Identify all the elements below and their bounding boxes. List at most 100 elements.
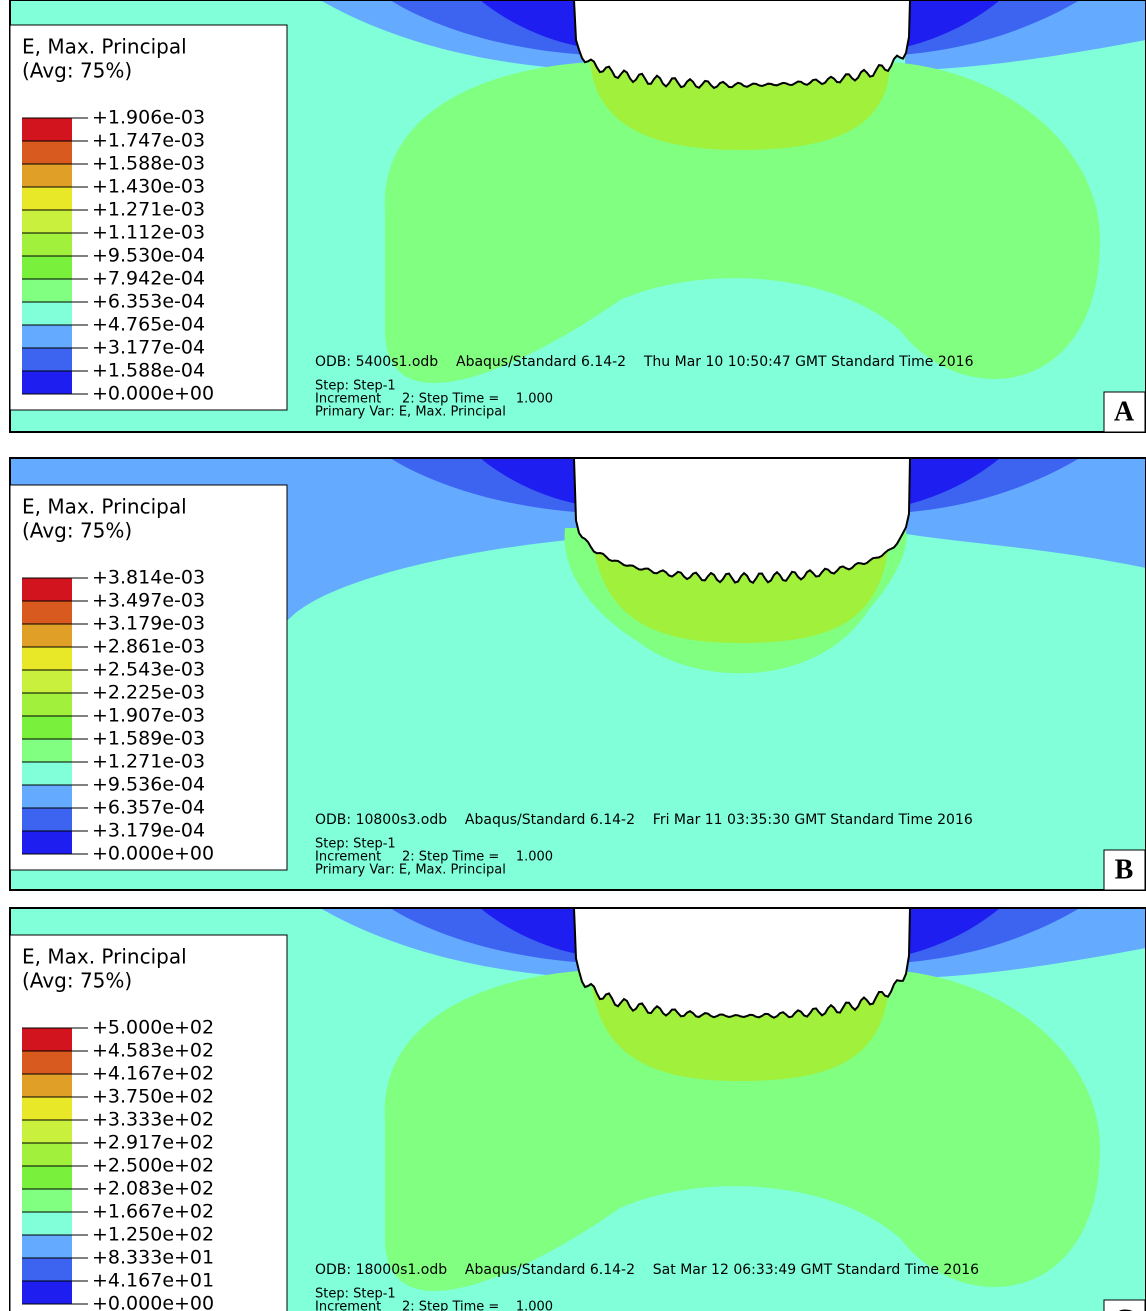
legend-label: +1.250e+02 xyxy=(92,1224,214,1246)
region-dark-blue xyxy=(480,908,1000,956)
legend-swatch xyxy=(22,1189,72,1212)
hole xyxy=(572,458,912,584)
panel: E, Max. Principal(Avg: 75%)+1.906e-03+1.… xyxy=(9,0,1146,433)
legend-label: +2.543e-03 xyxy=(92,659,205,681)
legend-swatch xyxy=(22,279,72,302)
legend-swatch xyxy=(22,325,72,348)
legend-label: +0.000e+00 xyxy=(92,383,214,405)
legend-swatch xyxy=(22,1051,72,1074)
legend-label: +6.353e-04 xyxy=(92,291,205,313)
legend-label: +1.588e-04 xyxy=(92,360,205,382)
panel-letter: A xyxy=(1114,396,1135,427)
legend-swatch xyxy=(22,256,72,279)
legend-label: +5.000e+02 xyxy=(92,1017,214,1039)
panel: E, Max. Principal(Avg: 75%)+3.814e-03+3.… xyxy=(9,457,1146,891)
legend-label: +3.179e-04 xyxy=(92,820,205,842)
increment-info: Increment 2: Step Time = 1.000 xyxy=(315,1300,553,1311)
legend-swatch xyxy=(22,1097,72,1120)
legend-swatch xyxy=(22,1212,72,1235)
legend-swatch xyxy=(22,762,72,785)
legend-label: +9.530e-04 xyxy=(92,245,205,267)
legend-swatch xyxy=(22,1143,72,1166)
legend-label: +1.589e-03 xyxy=(92,728,205,750)
region-light-blue xyxy=(10,458,1146,858)
legend-label: +1.747e-03 xyxy=(92,130,205,152)
legend-label: +3.179e-03 xyxy=(92,613,205,635)
legend-title: E, Max. Principal xyxy=(22,945,187,969)
region-dark-blue xyxy=(480,458,1000,506)
legend-label: +4.765e-04 xyxy=(92,314,205,336)
legend-label: +1.430e-03 xyxy=(92,176,205,198)
legend-swatch xyxy=(22,187,72,210)
increment-info: Increment 2: Step Time = 1.000 xyxy=(315,392,553,407)
legend-label: +9.536e-04 xyxy=(92,774,205,796)
odb-info: ODB: 18000s1.odb Abaqus/Standard 6.14-2 … xyxy=(315,1262,979,1278)
legend-subtitle: (Avg: 75%) xyxy=(22,519,132,543)
panel: E, Max. Principal(Avg: 75%) +5.000e+02 +4.… xyxy=(9,907,1146,1311)
legend-swatch xyxy=(22,601,72,624)
legend-label: +1.588e-03 xyxy=(92,153,205,175)
legend-label: +2.083e+02 xyxy=(92,1178,214,1200)
legend-label: +1.667e+02 xyxy=(92,1201,214,1223)
legend-subtitle: (Avg: 75%) xyxy=(22,969,132,993)
legend-label: +6.357e-04 xyxy=(92,797,205,819)
legend-swatch xyxy=(22,716,72,739)
legend-swatch xyxy=(22,1281,72,1304)
increment-info: Increment 2: Step Time = 1.000 xyxy=(315,850,553,865)
legend-label: +3.814e-03 xyxy=(92,567,205,589)
legend-swatch xyxy=(22,1074,72,1097)
legend-label: +4.167e+02 xyxy=(92,1063,214,1085)
legend-label: +3.177e-04 xyxy=(92,337,205,359)
legend-label: +2.500e+02 xyxy=(92,1155,214,1177)
step-info: Step: Step-1 xyxy=(315,837,396,852)
legend-label: +1.907e-03 xyxy=(92,705,205,727)
region-green xyxy=(384,970,1101,1291)
letter-box xyxy=(1103,849,1146,891)
hole xyxy=(572,908,912,1019)
legend-swatch xyxy=(22,302,72,325)
legend-label: +0.000e+00 xyxy=(92,843,214,865)
legend-label: +8.333e+01 xyxy=(92,1247,214,1269)
legend-swatch xyxy=(22,831,72,854)
hole xyxy=(572,0,912,90)
legend-swatch xyxy=(22,1120,72,1143)
legend-swatch xyxy=(22,233,72,256)
legend-swatch xyxy=(22,785,72,808)
primary-var-info: Primary Var: E, Max. Principal xyxy=(315,863,506,878)
legend-subtitle: (Avg: 75%) xyxy=(22,59,132,83)
legend-swatch xyxy=(22,1166,72,1189)
letter-box xyxy=(1103,1299,1146,1311)
legend-swatch xyxy=(22,1028,72,1051)
legend-swatch xyxy=(22,118,72,141)
panel-letter: C xyxy=(1114,1304,1134,1311)
step-info: Step: Step-1 xyxy=(315,379,396,394)
legend-swatch xyxy=(22,348,72,371)
region-green xyxy=(384,62,1101,383)
legend-swatch xyxy=(22,578,72,601)
legend-swatch xyxy=(22,624,72,647)
legend-title: E, Max. Principal xyxy=(22,35,187,59)
legend-label: +3.750e+02 xyxy=(92,1086,214,1108)
legend-swatch xyxy=(22,1235,72,1258)
legend-label: +3.333e+02 xyxy=(92,1109,214,1131)
legend-swatch xyxy=(22,210,72,233)
legend-swatch xyxy=(22,1258,72,1281)
odb-info: ODB: 5400s1.odb Abaqus/Standard 6.14-2 T… xyxy=(315,354,974,370)
legend-swatch xyxy=(22,670,72,693)
legend-label: +3.497e-03 xyxy=(92,590,205,612)
legend-swatch xyxy=(22,808,72,831)
legend-title: E, Max. Principal xyxy=(22,495,187,519)
legend-swatch xyxy=(22,371,72,394)
panel-letter: B xyxy=(1115,854,1134,885)
legend-swatch xyxy=(22,141,72,164)
legend-swatch xyxy=(22,647,72,670)
legend-label: +1.271e-03 xyxy=(92,751,205,773)
legend-label: +2.917e+02 xyxy=(92,1132,214,1154)
letter-box xyxy=(1103,391,1146,433)
legend-label: +2.861e-03 xyxy=(92,636,205,658)
legend-label: +0.000e+00 xyxy=(92,1293,214,1311)
legend-label: +1.271e-03 xyxy=(92,199,205,221)
step-info: Step: Step-1 xyxy=(315,1287,396,1302)
region-dark-blue xyxy=(480,0,1000,48)
